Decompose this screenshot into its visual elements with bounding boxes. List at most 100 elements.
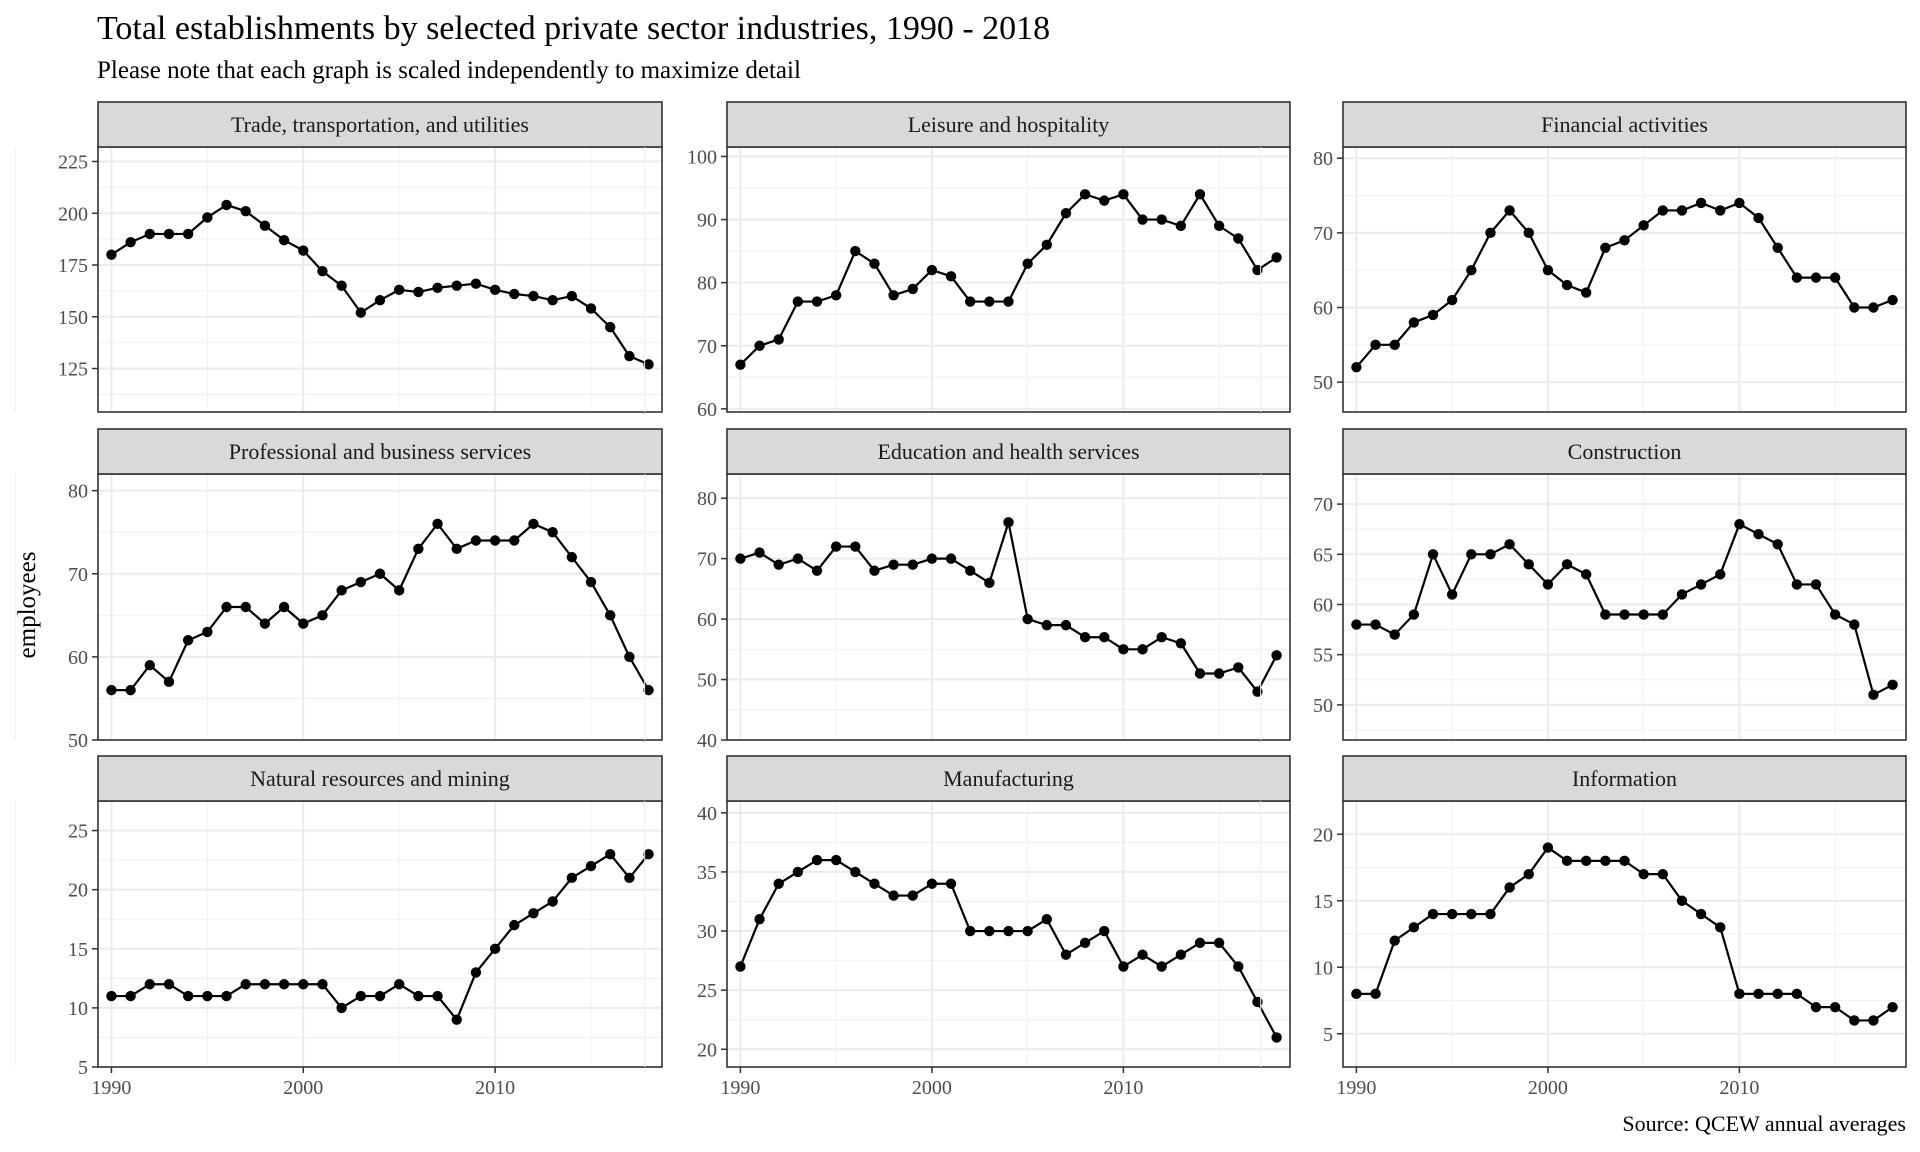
data-point <box>1446 294 1458 306</box>
data-point <box>163 979 175 990</box>
data-point <box>470 278 482 289</box>
data-point <box>1041 619 1052 631</box>
panel-background <box>98 147 662 412</box>
data-point <box>1351 619 1362 630</box>
data-point <box>1137 644 1148 655</box>
chart-subtitle: Please note that each graph is scaled in… <box>97 57 801 84</box>
data-point <box>965 565 976 576</box>
data-point <box>432 518 443 530</box>
x-tick-label: 2000 <box>283 1077 323 1099</box>
data-point <box>202 212 213 223</box>
data-point <box>1022 613 1033 625</box>
data-point <box>643 359 654 370</box>
y-tick-label: 225 <box>58 151 88 173</box>
data-point <box>413 286 424 298</box>
data-point <box>773 334 784 345</box>
x-tick-label: 1990 <box>720 1077 760 1099</box>
data-point <box>1079 937 1091 949</box>
data-point <box>907 559 918 570</box>
data-point <box>298 618 309 629</box>
data-point <box>773 559 784 570</box>
data-point <box>1485 227 1496 239</box>
data-point <box>1271 650 1282 661</box>
data-point <box>355 576 367 588</box>
data-point <box>1542 579 1554 590</box>
data-point <box>1753 529 1764 540</box>
y-tick-label: 5 <box>1323 1024 1333 1046</box>
y-tick-label: 70 <box>1313 494 1333 516</box>
data-point <box>1829 1001 1841 1013</box>
data-point <box>1408 609 1420 620</box>
data-point <box>336 1002 347 1014</box>
data-point <box>1676 205 1688 216</box>
panel-background <box>1343 474 1906 740</box>
data-point <box>585 303 597 314</box>
data-point <box>1099 925 1110 937</box>
facet-strip-label: Construction <box>1568 439 1682 464</box>
data-point <box>125 684 136 696</box>
data-point <box>1003 296 1014 307</box>
data-point <box>1446 589 1458 600</box>
data-point <box>624 651 635 663</box>
data-point <box>1233 233 1244 244</box>
facet-strip <box>97 755 663 802</box>
data-point <box>1466 549 1477 560</box>
data-point <box>298 979 309 990</box>
data-point <box>259 618 271 629</box>
y-tick-label: 80 <box>697 488 717 510</box>
data-point <box>202 626 213 638</box>
panels: 125 150 175 200 225 Trade, transportation, an… <box>15 101 1907 1099</box>
data-point <box>317 979 328 990</box>
data-point <box>1619 235 1630 246</box>
data-point <box>1791 579 1803 590</box>
panel-background <box>98 474 662 740</box>
data-point <box>1657 609 1668 620</box>
data-point <box>163 228 175 240</box>
y-tick-label: 25 <box>68 821 88 843</box>
data-point <box>811 565 823 576</box>
data-point <box>1868 689 1879 701</box>
data-point <box>106 249 117 260</box>
data-point <box>1638 868 1649 880</box>
data-point <box>1561 855 1573 867</box>
data-point <box>1485 549 1496 560</box>
y-tick-label: 40 <box>697 730 717 752</box>
data-point <box>605 849 616 860</box>
y-tick-label: 60 <box>68 647 88 669</box>
data-point <box>1695 579 1707 590</box>
facet-panel: 60 70 80 90 100 Leisure and hospitality <box>644 101 1291 421</box>
facet-strip <box>726 428 1291 475</box>
data-point <box>754 340 765 351</box>
data-point <box>624 350 635 362</box>
y-tick-label: 70 <box>68 564 88 586</box>
data-point <box>1271 1032 1282 1043</box>
data-point <box>605 610 616 621</box>
data-point <box>317 266 328 277</box>
data-point <box>1772 242 1783 253</box>
chart-caption: Source: QCEW annual averages <box>1622 1111 1906 1136</box>
data-point <box>1887 294 1898 306</box>
data-point <box>1542 842 1554 853</box>
data-point <box>393 284 405 296</box>
data-point <box>1849 619 1860 630</box>
data-point <box>1408 922 1420 933</box>
data-point <box>1252 996 1263 1008</box>
data-point <box>1003 925 1014 937</box>
data-point <box>830 854 842 866</box>
data-point <box>221 199 232 211</box>
facet-strip-label: Leisure and hospitality <box>908 112 1110 137</box>
y-tick-label: 80 <box>697 273 717 295</box>
data-point <box>1156 961 1167 972</box>
y-tick-label: 80 <box>1313 148 1333 170</box>
y-tick-label: 65 <box>1313 544 1333 566</box>
data-point <box>1079 632 1091 643</box>
facet-strip-label: Financial activities <box>1541 112 1708 137</box>
data-point <box>1175 638 1187 649</box>
data-point <box>1657 868 1668 880</box>
data-point <box>888 559 899 570</box>
x-tick-label: 1990 <box>1336 1077 1376 1099</box>
data-point <box>566 290 578 302</box>
facet-panel: 50 60 70 80 Financial activities <box>1260 101 1907 413</box>
data-point <box>509 535 520 546</box>
